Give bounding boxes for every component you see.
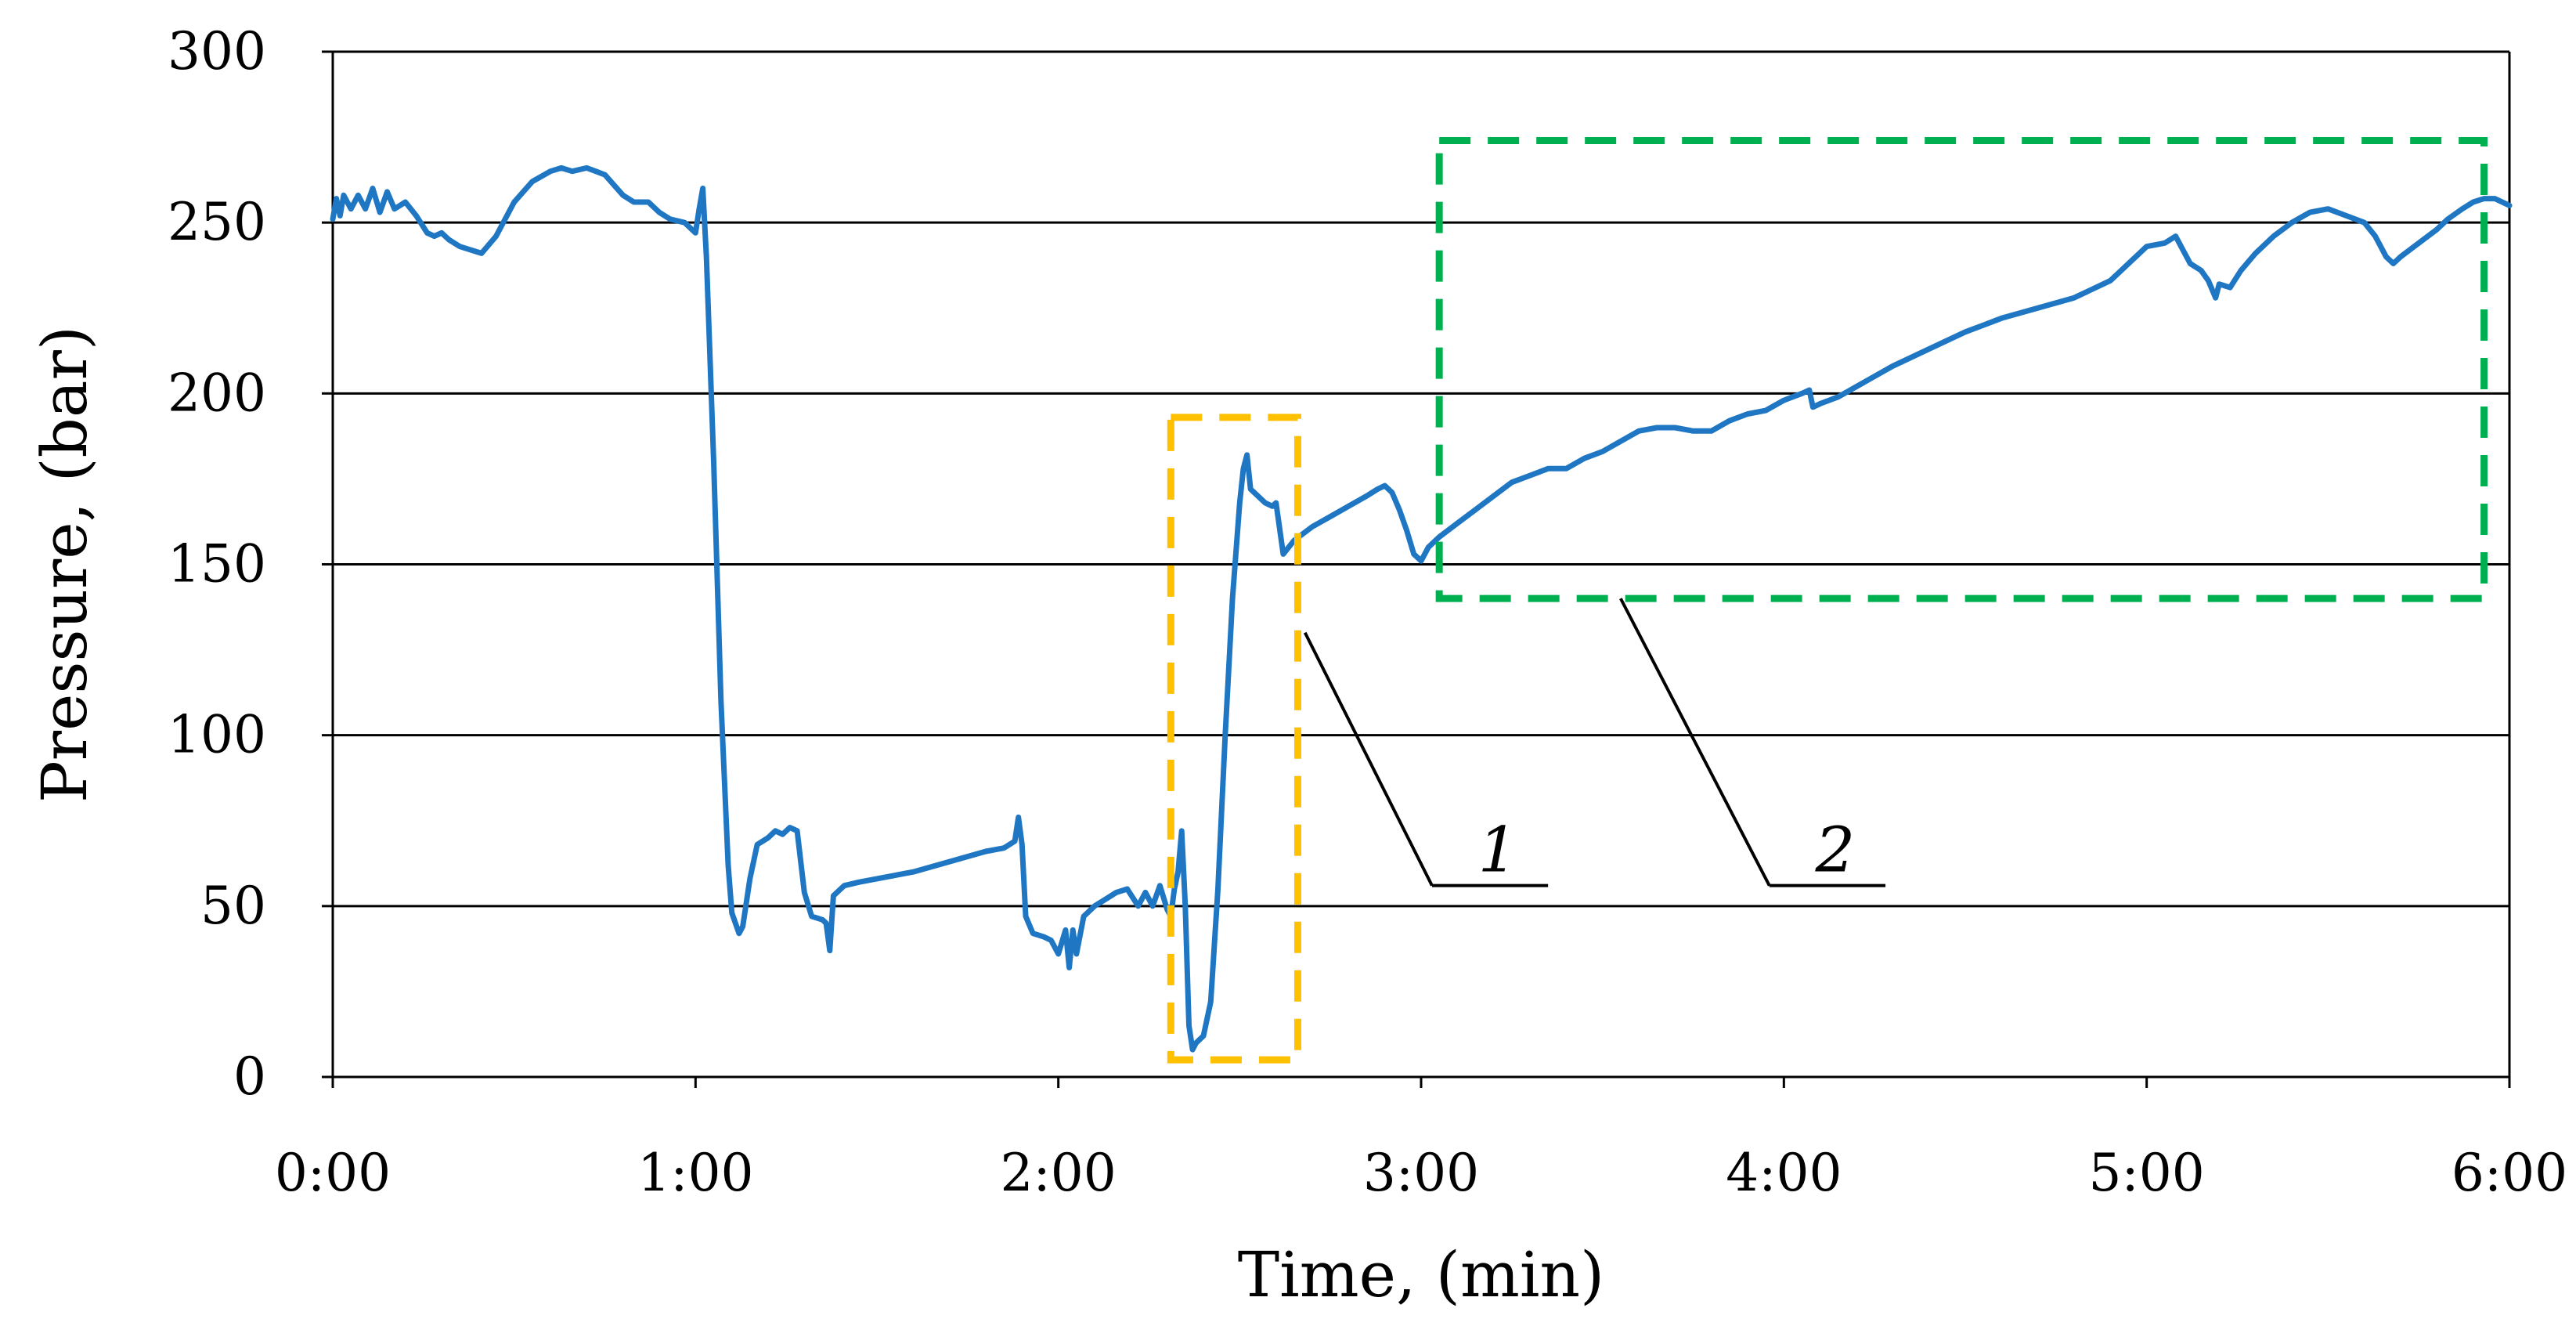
x-tick-label: 3:00 — [1363, 1143, 1479, 1203]
x-tick-label: 0:00 — [275, 1143, 391, 1203]
series-layer — [330, 164, 2513, 1053]
annotation-label-2: 2 — [1814, 814, 1855, 887]
y-axis-tick-labels: 0 50 100 150 200 250 300 — [168, 21, 266, 1107]
annotation-box-1 — [1167, 414, 1301, 1064]
x-tick-label: 1:00 — [637, 1143, 753, 1203]
series-line-pressure — [330, 164, 2513, 1053]
x-axis-tick-labels: 0:00 1:00 2:00 3:00 4:00 5:00 6:00 — [275, 1143, 2567, 1203]
x-tick-label: 5:00 — [2089, 1143, 2205, 1203]
y-axis-title: Pressure, (bar) — [28, 326, 101, 803]
y-tick-label: 150 — [168, 534, 266, 594]
y-tick-label: 300 — [168, 21, 266, 81]
annotation-label-1: 1 — [1478, 814, 1518, 887]
y-tick-label: 0 — [233, 1046, 266, 1107]
x-axis-title: Time, (min) — [1238, 1238, 1604, 1311]
y-tick-label: 100 — [168, 705, 266, 765]
y-tick-label: 50 — [200, 876, 266, 936]
annotation-box-2 — [1435, 136, 2488, 602]
y-tick-label: 250 — [168, 192, 266, 252]
annotation-leader-2 — [1619, 598, 1771, 887]
annotation-leader-1 — [1303, 631, 1434, 887]
x-tick-label: 2:00 — [1001, 1143, 1117, 1203]
x-tick-label: 4:00 — [1726, 1143, 1842, 1203]
y-tick-label: 200 — [168, 363, 266, 423]
x-axis-ticks — [331, 1077, 2511, 1088]
x-tick-label: 6:00 — [2452, 1143, 2567, 1203]
